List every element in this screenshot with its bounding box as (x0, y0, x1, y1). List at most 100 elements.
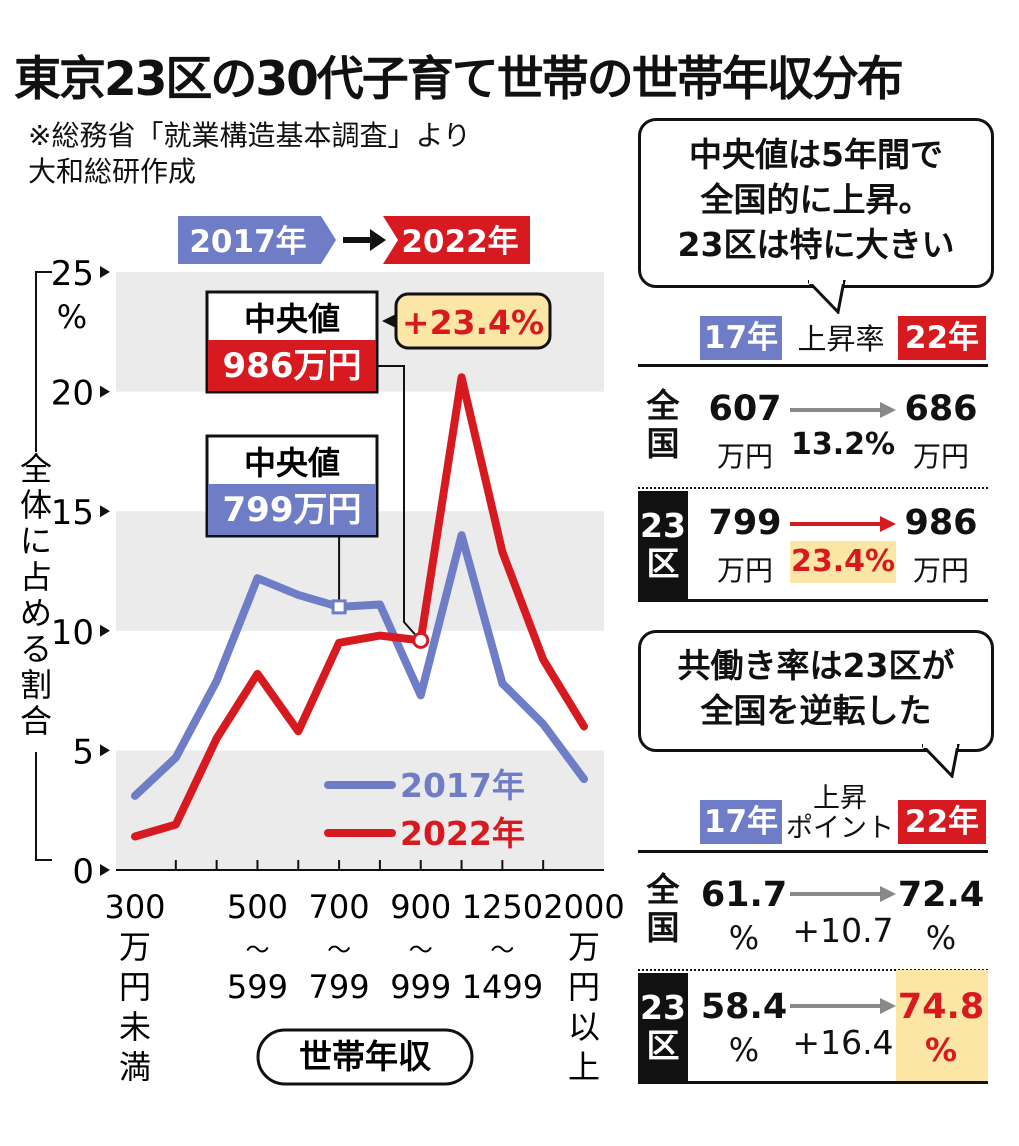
y-axis-label-char: に (20, 522, 52, 560)
x-axis-label: 世帯年収 (299, 1037, 432, 1076)
divider (638, 487, 988, 489)
median-change-pointer (382, 314, 396, 328)
gray-arrow-icon (790, 886, 896, 902)
unit-from: 万円 (716, 554, 773, 587)
row-name: 全 国 (646, 870, 680, 947)
x-tick-label-line: 上 (568, 1048, 600, 1086)
x-tick-label: 300 万円未満 (104, 888, 165, 1086)
y-tick-mark (100, 505, 110, 518)
value-to: 74.8 (897, 987, 985, 1027)
row-name: 全 国 (646, 386, 680, 463)
legend-label: 2017年 (400, 766, 525, 805)
x-tick-label-line: 〜 (490, 936, 514, 964)
table-median-income: 全 国 607 万円 13.2% 686 万円 23 区 799 万円 23.4… (638, 364, 988, 602)
divider (638, 969, 988, 971)
unit-from: 万円 (716, 440, 773, 473)
table1-head-rate: 上昇率 (797, 322, 885, 356)
x-tick-label-line: 未 (119, 1008, 151, 1046)
median-change-value: +23.4% (402, 303, 544, 342)
x-tick-label: 1250 〜 1499 (462, 888, 543, 1006)
rate: 13.2% (790, 427, 896, 462)
median-2022-marker (412, 631, 430, 649)
y-tick-label: 10 (51, 613, 94, 653)
median-2017-marker (331, 599, 347, 615)
y-axis-label-bg (18, 452, 54, 752)
x-tick-label: 500 〜 599 (227, 888, 288, 1006)
series-line-2017年 (131, 531, 588, 800)
source-note: ※総務省「就業構造基本調査」より 大和総研作成 (28, 118, 471, 190)
value-from: 61.7 (700, 875, 788, 915)
y-tick-mark (100, 266, 110, 278)
y-tick-label: 15 (51, 493, 94, 533)
value-to: 986 (904, 503, 978, 543)
table-row: 全 国 607 万円 13.2% 686 万円 (638, 367, 988, 483)
x-tick-label-line: 〜 (409, 936, 433, 964)
table-dual-income: 全 国 61.7 % +10.7 72.4 % 23 区 58.4 % +16.… (638, 850, 988, 1084)
y-tick-label: 20 (51, 374, 94, 414)
gray-arrow-icon (790, 402, 896, 418)
value-to: 686 (904, 389, 978, 429)
year-tags: 2017年 2022年 (178, 216, 530, 264)
y-axis-label-char: る (20, 630, 52, 668)
red-arrow-icon (790, 516, 896, 532)
grid-band (116, 750, 604, 870)
x-tick-label-line: 円 (119, 968, 151, 1006)
median-2017-label: 中央値 (244, 444, 340, 482)
y-tick-mark (100, 744, 110, 757)
x-tick-label-line: 2000 (543, 888, 624, 926)
y-axis-label-char: 体 (20, 486, 52, 524)
y-tick-label: 25 (51, 254, 94, 294)
tag-2022-label: 2022年 (401, 224, 518, 260)
row-name: 23 区 (638, 973, 688, 1081)
callout-dual-income: 共働き率は23区が 全国を逆転した (638, 630, 994, 752)
median-2022-label: 中央値 (244, 300, 340, 338)
series-line-2022年 (131, 373, 588, 841)
median-2022-value-bg (208, 340, 376, 391)
callout-median: 中央値は5年間で 全国的に上昇。 23区は特に大きい (638, 118, 994, 288)
y-axis-label-char: め (20, 594, 52, 632)
unit-to: % (925, 919, 957, 957)
callout-median-pointer (808, 280, 846, 314)
value-from: 58.4 (700, 987, 788, 1027)
x-tick-label-line: 799 (309, 968, 370, 1006)
page-title: 東京23区の30代子育て世帯の世帯年収分布 (14, 52, 904, 107)
x-tick-label-line: 1250 (462, 888, 543, 926)
highlight-box (896, 970, 988, 1081)
value-from: 799 (708, 503, 782, 543)
x-tick-label-line: 以 (568, 1008, 600, 1046)
x-tick-label-line: 万 (568, 928, 600, 966)
y-axis-label-char: 占 (20, 558, 52, 596)
series-lines: 2017年 2022年 (131, 373, 588, 853)
unit-to: % (924, 1031, 958, 1069)
rate: 23.4% (790, 541, 896, 583)
callout-dual-income-text: 共働き率は23区が 全国を逆転した (677, 646, 955, 730)
callout-dual-income-pointer (922, 744, 960, 778)
x-tick-label-line: 〜 (245, 936, 269, 964)
unit-from: % (728, 1031, 760, 1069)
x-tick-label-line: 599 (227, 968, 288, 1006)
y-axis-label-char: 合 (20, 702, 52, 740)
points: +16.4 (792, 1023, 894, 1062)
y-tick-mark (100, 385, 110, 398)
x-tick-label: 900 〜 999 (390, 888, 451, 1006)
x-tick-label-line: 999 (390, 968, 451, 1006)
median-2022-value: 986万円 (223, 346, 362, 386)
row-name: 23 区 (638, 491, 688, 599)
x-tick-label-line: 700 (309, 888, 370, 926)
x-tick-label-line: 500 (227, 888, 288, 926)
tag-2022-shape (383, 216, 530, 264)
gray-arrow-icon (790, 998, 896, 1014)
source-text: ※総務省「就業構造基本調査」より 大和総研作成 (28, 119, 471, 188)
median-2022-leader (378, 365, 418, 638)
y-axis-label-char: 全 (20, 450, 52, 488)
x-tick-label-line: 満 (119, 1048, 151, 1086)
table2-head-2022: 22年 (898, 800, 986, 844)
annotations: 中央値 799万円 中央値 986万円 +23.4% (205, 290, 552, 649)
x-axis-label-pill (256, 1028, 474, 1086)
x-tick-label-line: 〜 (327, 936, 351, 964)
unit-from: % (728, 919, 760, 957)
tag-2017-label: 2017年 (189, 224, 306, 260)
x-tick-label-line: 900 (390, 888, 451, 926)
y-tick-label: 5 (72, 732, 94, 772)
